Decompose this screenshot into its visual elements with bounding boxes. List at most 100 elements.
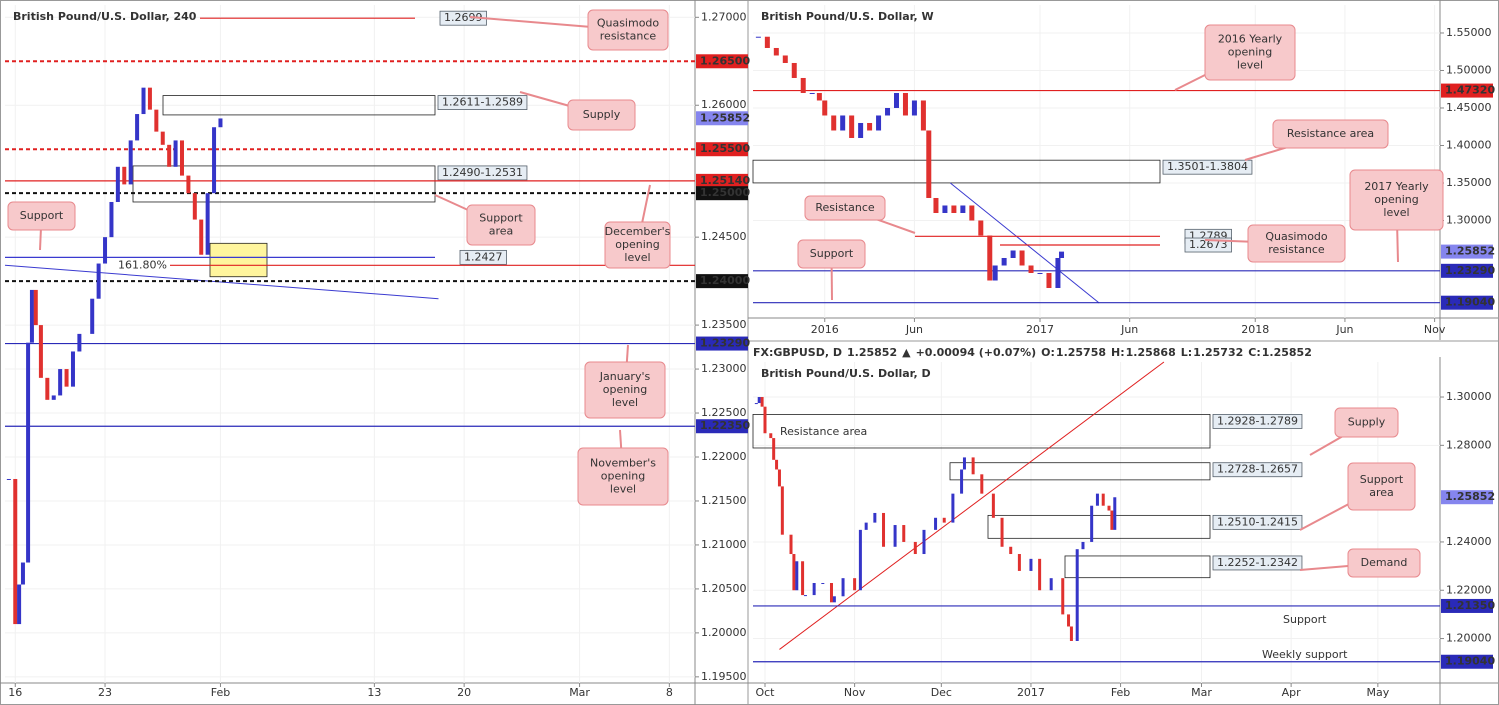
x-tick-label: Apr <box>1282 686 1302 699</box>
candle-body <box>29 289 34 343</box>
candle-body <box>38 325 43 378</box>
candle-body <box>1055 257 1061 288</box>
candle-body <box>760 397 764 407</box>
candle-body <box>792 554 796 591</box>
zone-label: 1.3501-1.3804 <box>1167 160 1248 173</box>
candle-body <box>942 205 948 213</box>
header-item: 1.25758 <box>1056 346 1106 359</box>
y-tick-label: 1.27000 <box>701 10 747 23</box>
candle-body <box>882 512 886 547</box>
callout <box>7 201 76 231</box>
x-tick-label: Mar <box>1191 686 1212 699</box>
callout <box>577 447 669 506</box>
header-item: 1.25732 <box>1193 346 1243 359</box>
candle-body <box>1107 505 1111 511</box>
callout-text: Resistance <box>815 201 875 214</box>
candle-body <box>926 130 932 198</box>
zone <box>162 95 436 116</box>
candle-body <box>1081 541 1085 550</box>
candle-body <box>867 122 873 131</box>
price-badge <box>696 54 748 69</box>
price-badge-label: 1.19040 <box>1445 655 1495 668</box>
candle-body <box>109 201 114 238</box>
candle-body <box>33 289 38 326</box>
candle-body <box>775 459 779 470</box>
x-tick-label: May <box>1366 686 1389 699</box>
candle-body <box>913 541 917 555</box>
candle-body <box>1017 554 1021 571</box>
x-tick-label: Feb <box>1111 686 1130 699</box>
header-item: 1.25852 <box>1262 346 1312 359</box>
candle-body <box>218 118 223 128</box>
callout <box>1334 407 1399 438</box>
price-badge-label: 1.25140 <box>700 174 750 187</box>
y-tick-label: 1.19500 <box>701 670 747 683</box>
y-tick-label: 1.23500 <box>701 318 747 331</box>
x-tick-label: 2018 <box>1241 323 1269 336</box>
candle-body <box>789 534 793 555</box>
price-badge <box>1441 598 1493 613</box>
candle-body <box>992 265 998 281</box>
y-tick-label: 1.50000 <box>1446 63 1492 76</box>
callout <box>1247 224 1346 263</box>
header-item: C: <box>1248 346 1260 359</box>
candle-body <box>832 596 836 603</box>
candle-body <box>1095 493 1099 506</box>
y-tick-label: 1.24500 <box>701 230 747 243</box>
price-badge <box>696 142 748 157</box>
callout <box>1204 24 1296 81</box>
price-badge-label: 1.22350 <box>700 419 750 432</box>
x-tick-label: 2016 <box>811 323 839 336</box>
y-tick-label: 1.40000 <box>1446 138 1492 151</box>
candle-body <box>841 578 845 597</box>
candle-body <box>179 140 184 176</box>
candle-body <box>1028 265 1034 273</box>
candle-body <box>70 351 75 387</box>
level-label-box <box>459 249 507 265</box>
callout-text: Quasimodo <box>1265 230 1328 243</box>
y-tick-label: 1.20000 <box>1446 632 1492 645</box>
price-badge <box>1441 654 1493 669</box>
candle-body <box>135 114 140 141</box>
callout-text: opening <box>1374 193 1418 206</box>
candle-body <box>77 333 82 352</box>
callout-text: 2016 Yearly <box>1218 33 1283 46</box>
callout <box>466 204 536 246</box>
x-tick-label: 8 <box>666 686 673 699</box>
zone <box>132 165 436 203</box>
callout <box>567 99 636 131</box>
callout-text: Resistance area <box>1287 127 1374 140</box>
candle-body <box>773 47 779 56</box>
y-tick-label: 1.26000 <box>701 98 747 111</box>
x-tick-label: Mar <box>569 686 590 699</box>
candle-body <box>791 62 797 78</box>
y-tick-label: 1.35000 <box>1446 176 1492 189</box>
candle-body <box>1000 517 1004 547</box>
callout-text: December's <box>605 225 671 238</box>
trendline <box>949 182 1100 304</box>
candle-body <box>1059 251 1065 258</box>
callout <box>584 361 666 419</box>
price-badge-label: 1.23290 <box>700 337 750 350</box>
y-tick-label: 1.55000 <box>1446 26 1492 39</box>
candle-body <box>885 107 891 116</box>
candle-body <box>51 395 56 400</box>
header-item: FX:GBPUSD, D <box>753 346 842 359</box>
candle-body <box>951 205 957 213</box>
zone-label: 1.2510-1.2415 <box>1217 515 1298 528</box>
y-tick-label: 1.21000 <box>701 538 747 551</box>
candle-body <box>800 77 806 93</box>
candle-body <box>1061 578 1065 615</box>
candle-body <box>809 92 815 94</box>
callout <box>1349 169 1444 231</box>
header-item: +0.00094 (+0.07%) <box>916 346 1037 359</box>
x-tick-label: Feb <box>211 686 230 699</box>
zone-label-box <box>437 95 528 110</box>
candle-body <box>212 127 217 194</box>
candle-body <box>777 469 781 487</box>
candle-body <box>1113 497 1117 530</box>
zone-label: 1.2490-1.2531 <box>442 166 523 179</box>
y-tick-label: 1.20500 <box>701 582 747 595</box>
candle-body <box>829 583 833 603</box>
